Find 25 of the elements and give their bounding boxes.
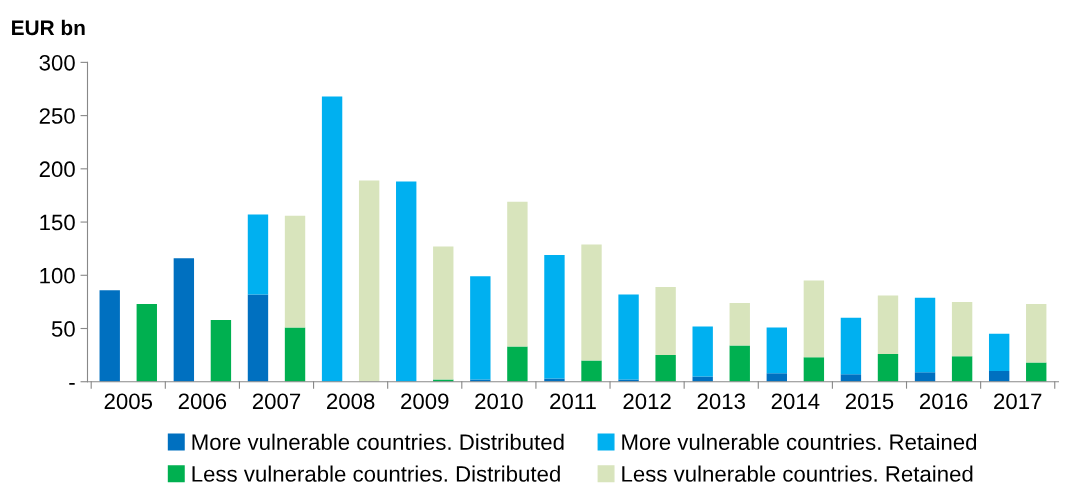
y-tick-label: 100 <box>40 267 75 284</box>
x-tick-label: 2012 <box>623 393 671 410</box>
y-axis-title: EUR bn <box>12 19 85 36</box>
x-tick-label: 2011 <box>550 393 596 410</box>
legend-label: More vulnerable countries. Distributed <box>192 433 564 450</box>
legend-label: Less vulnerable countries. Distributed <box>192 465 560 482</box>
legend-label: Less vulnerable countries. Retained <box>622 465 973 482</box>
y-tick-label: 50 <box>51 321 75 337</box>
x-tick-label: 2017 <box>994 393 1042 410</box>
x-tick-label: 2013 <box>697 393 745 410</box>
x-tick-label: 2016 <box>919 393 968 410</box>
x-tick-label: 2015 <box>845 393 894 410</box>
x-tick-label: 2009 <box>401 393 449 410</box>
y-tick-label: 250 <box>39 108 75 124</box>
x-tick-label: 2005 <box>104 393 153 410</box>
x-tick-label: 2008 <box>327 393 375 410</box>
x-tick-label: 2010 <box>475 393 523 410</box>
x-tick-label: 2006 <box>178 393 227 410</box>
x-tick-label: 2014 <box>771 393 820 410</box>
x-tick-label: 2007 <box>252 393 301 410</box>
legend-label: More vulnerable countries. Retained <box>622 433 977 450</box>
y-tick-label: 200 <box>39 161 75 178</box>
y-tick-label: 300 <box>39 54 75 71</box>
y-tick-label: 150 <box>40 214 75 231</box>
y-tick-label: - <box>69 383 75 385</box>
